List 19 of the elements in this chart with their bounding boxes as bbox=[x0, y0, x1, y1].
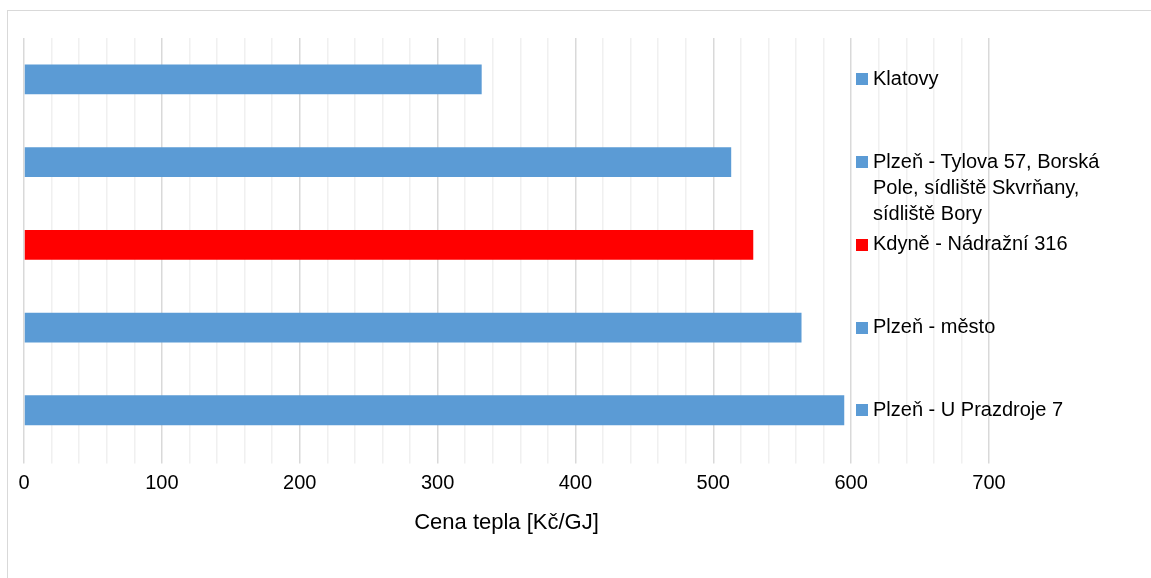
bar bbox=[24, 312, 802, 343]
x-tick-label: 600 bbox=[834, 471, 868, 494]
x-tick-label: 200 bbox=[283, 471, 317, 494]
y-tick-label: Plzeň - U Prazdroje 7 bbox=[873, 397, 1064, 420]
y-tick-label: Plzeň - Tylova 57, Borská Pole, sídliště Skvrňany, sídliště Bory bbox=[873, 149, 1101, 224]
x-tick-label: 700 bbox=[972, 471, 1006, 494]
bar bbox=[24, 229, 754, 260]
bar bbox=[24, 64, 482, 95]
x-tick-label: 300 bbox=[420, 471, 455, 494]
x-tick-label: 100 bbox=[145, 471, 179, 494]
x-tick-label: 400 bbox=[558, 471, 593, 494]
y-tick-label: Klatovy bbox=[873, 66, 939, 89]
x-axis-title: Cena tepla [Kč/GJ] bbox=[414, 508, 599, 534]
bar bbox=[24, 395, 845, 426]
x-tick-label: 500 bbox=[696, 471, 730, 494]
x-tick-label: 0 bbox=[18, 471, 30, 494]
y-tick-label: Kdyně - Nádražní 316 bbox=[873, 232, 1068, 255]
y-tick-label: Plzeň - město bbox=[873, 315, 996, 338]
bar bbox=[24, 147, 732, 177]
